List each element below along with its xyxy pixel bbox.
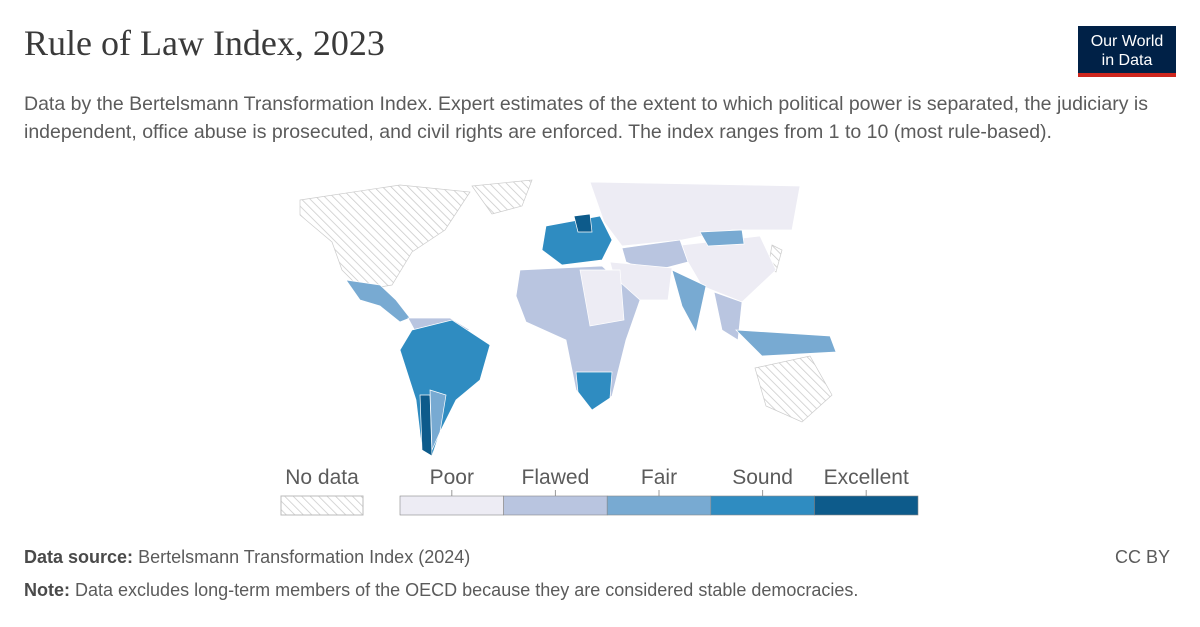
source: Data source: Bertelsmann Transformation … — [24, 547, 470, 568]
legend-label: Fair — [641, 466, 677, 489]
country — [735, 329, 837, 357]
countries — [299, 179, 837, 457]
legend-label: Flawed — [522, 466, 590, 489]
country — [575, 371, 613, 411]
no-data-region — [299, 184, 471, 291]
country — [579, 269, 625, 327]
license[interactable]: CC BY — [1114, 547, 1170, 567]
legend-label: No data — [285, 466, 359, 489]
no-data-region — [471, 179, 533, 215]
logo-line: in Data — [1101, 52, 1153, 69]
logo-line: Our World — [1090, 33, 1164, 50]
legend-swatch — [606, 495, 712, 516]
legend-label: Poor — [430, 466, 474, 489]
country — [345, 279, 411, 323]
legend-swatch — [503, 495, 608, 516]
source-label: Data source: — [24, 547, 134, 567]
title: Rule of Law Index, 2023 — [24, 23, 385, 63]
country — [541, 215, 613, 266]
country — [419, 394, 433, 457]
country — [429, 389, 447, 451]
note: Note: Data excludes long-term members of… — [24, 580, 858, 601]
legend-label: Excellent — [824, 466, 909, 489]
country — [671, 269, 707, 333]
note-text: Data excludes long-term members of the O… — [75, 580, 859, 600]
country — [589, 181, 801, 247]
legend-swatch — [710, 495, 815, 516]
note-label: Note: — [24, 580, 70, 600]
legend-label: Sound — [732, 466, 793, 489]
logo[interactable]: Our World in Data — [1078, 26, 1176, 77]
legend-swatch — [399, 495, 504, 516]
no-data-region — [754, 355, 833, 423]
country — [621, 239, 689, 273]
subtitle: Data by the Bertelsmann Transformation I… — [24, 93, 1148, 143]
country — [399, 319, 491, 457]
country — [573, 213, 593, 233]
source-text: Bertelsmann Transformation Index (2024) — [138, 547, 471, 567]
legend-swatch — [280, 495, 364, 516]
legend-swatch — [814, 495, 919, 516]
country — [699, 229, 745, 247]
country — [713, 291, 743, 341]
